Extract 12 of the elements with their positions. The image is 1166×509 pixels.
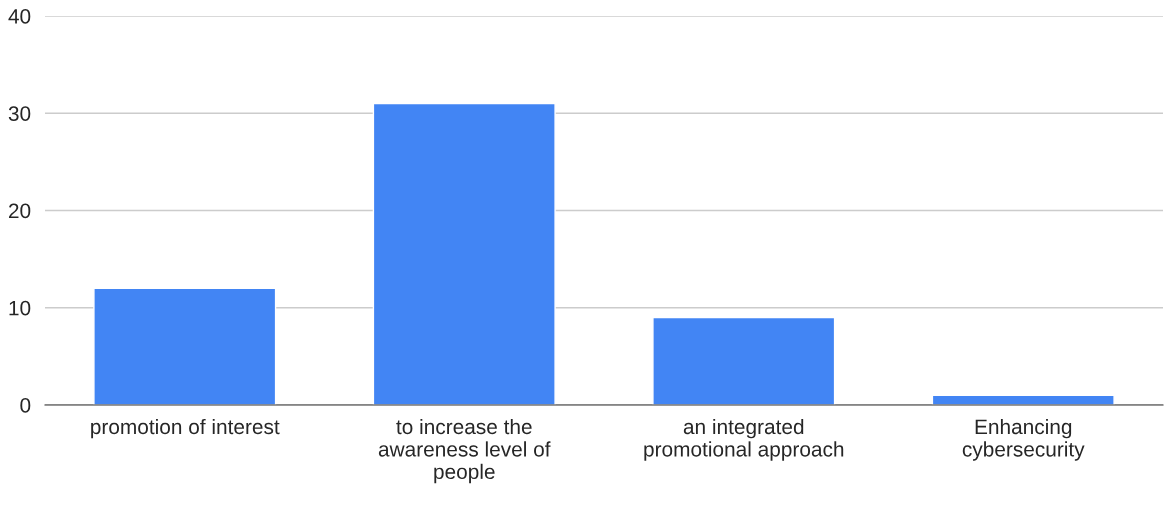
bar bbox=[372, 102, 556, 405]
y-tick-label: 20 bbox=[8, 203, 31, 219]
bar bbox=[93, 287, 277, 405]
x-tick-label: an integrated promotional approach bbox=[644, 418, 844, 461]
x-tick-label: to increase the awareness level of people bbox=[378, 418, 551, 484]
x-tick-label: promotion of interest bbox=[91, 418, 280, 439]
y-tick-label: 0 bbox=[20, 398, 31, 413]
y-tick-label: 40 bbox=[8, 9, 31, 24]
x-tick-label: Enhancing cybersecurity bbox=[962, 418, 1085, 461]
y-tick-label: 10 bbox=[9, 300, 31, 316]
y-tick-label: 30 bbox=[8, 106, 31, 121]
bar bbox=[652, 316, 836, 405]
